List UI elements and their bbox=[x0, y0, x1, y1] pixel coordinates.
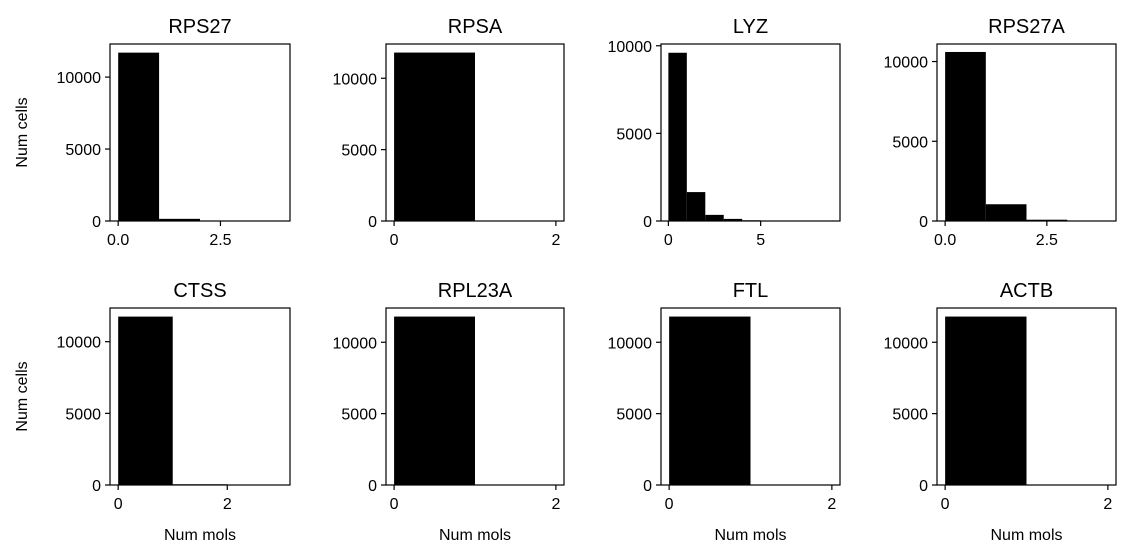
subplot-rpl23a: 0 2 0 5000 10000 RPL23A Num mols bbox=[333, 280, 565, 544]
histogram-bar bbox=[985, 204, 1027, 221]
x-tick-label: 0 bbox=[664, 232, 673, 249]
axes-frame bbox=[109, 307, 291, 486]
y-tick-label: 10000 bbox=[333, 335, 378, 352]
y-tick-label: 10000 bbox=[57, 70, 102, 87]
y-tick-label: 0 bbox=[643, 214, 652, 231]
histogram-bar bbox=[1026, 219, 1068, 221]
histogram-bar bbox=[669, 316, 751, 485]
y-tick-label: 5000 bbox=[341, 143, 377, 160]
x-tick-label: 0 bbox=[390, 232, 399, 249]
y-tick-label: 5000 bbox=[65, 406, 101, 423]
y-axis-label: Num cells bbox=[14, 97, 31, 167]
subplot-title: LYZ bbox=[733, 16, 768, 38]
y-tick-label: 0 bbox=[643, 478, 652, 495]
y-tick-label: 10000 bbox=[884, 335, 929, 352]
subplot-title: RPSA bbox=[448, 16, 503, 38]
y-tick-label: 0 bbox=[368, 214, 377, 231]
subplot-title: ACTB bbox=[1000, 280, 1053, 302]
y-tick-label: 0 bbox=[919, 478, 928, 495]
y-tick-label: 10000 bbox=[884, 55, 929, 72]
histogram-bar bbox=[945, 316, 1027, 485]
y-tick-label: 5000 bbox=[65, 142, 101, 159]
subplot-title: RPL23A bbox=[438, 280, 513, 302]
histogram-bar bbox=[394, 52, 475, 222]
x-axis-label: Num mols bbox=[990, 527, 1062, 544]
subplot-lyz: 0 5 0 5000 10000 LYZ bbox=[608, 16, 841, 249]
histogram-bar bbox=[723, 218, 743, 221]
x-tick-label: 0 bbox=[941, 496, 950, 513]
subplot-ftl: 0 2 0 5000 10000 FTL Num mols bbox=[608, 280, 841, 544]
axes-frame bbox=[660, 307, 841, 486]
y-tick-label: 5000 bbox=[892, 407, 928, 424]
x-axis-label: Num mols bbox=[164, 527, 236, 544]
histogram-bar bbox=[945, 51, 986, 221]
histogram-bar bbox=[118, 316, 173, 485]
x-tick-label: 2 bbox=[551, 232, 560, 249]
histogram-bar bbox=[394, 316, 475, 485]
x-axis-label: Num mols bbox=[439, 527, 511, 544]
y-tick-label: 5000 bbox=[341, 407, 377, 424]
subplot-title: RPS27A bbox=[988, 16, 1065, 38]
x-tick-label: 5 bbox=[756, 232, 765, 249]
subplot-rps27a: 0.0 2.5 0 5000 10000 RPS27A bbox=[884, 16, 1117, 249]
axes-frame bbox=[936, 307, 1117, 486]
y-tick-label: 0 bbox=[919, 214, 928, 231]
x-tick-label: 0.0 bbox=[107, 232, 129, 249]
histogram-bar bbox=[686, 192, 706, 221]
x-tick-label: 0 bbox=[114, 496, 123, 513]
histogram-bar bbox=[118, 52, 160, 221]
x-tick-label: 2.5 bbox=[1036, 232, 1058, 249]
x-axis-label: Num mols bbox=[714, 527, 786, 544]
y-tick-label: 0 bbox=[92, 214, 101, 231]
subplot-rps27: 0.0 2.5 0 5000 10000 RPS27 Num cells bbox=[14, 16, 291, 249]
subplot-title: CTSS bbox=[173, 280, 226, 302]
x-tick-label: 2.5 bbox=[209, 232, 231, 249]
y-axis-label: Num cells bbox=[14, 361, 31, 431]
y-tick-label: 0 bbox=[368, 478, 377, 495]
subplot-ctss: 0 2 0 5000 10000 CTSS Num cells Num mols bbox=[14, 280, 291, 544]
y-tick-label: 10000 bbox=[608, 335, 653, 352]
x-tick-label: 2 bbox=[827, 496, 836, 513]
histogram-bar bbox=[159, 218, 200, 221]
subplot-title: RPS27 bbox=[168, 16, 231, 38]
x-tick-label: 0 bbox=[390, 496, 399, 513]
x-tick-label: 2 bbox=[1103, 496, 1112, 513]
subplot-rpsa: 0 2 0 5000 10000 RPSA bbox=[333, 16, 565, 249]
subplot-actb: 0 2 0 5000 10000 ACTB Num mols bbox=[884, 280, 1117, 544]
axes-frame bbox=[109, 43, 291, 222]
y-tick-label: 10000 bbox=[333, 71, 378, 88]
x-tick-label: 0.0 bbox=[934, 232, 956, 249]
y-tick-label: 10000 bbox=[608, 39, 653, 56]
y-tick-label: 5000 bbox=[892, 134, 928, 151]
axes-frame bbox=[385, 307, 565, 486]
x-tick-label: 2 bbox=[551, 496, 560, 513]
axes-frame bbox=[385, 43, 565, 222]
y-tick-label: 5000 bbox=[616, 407, 652, 424]
x-tick-label: 2 bbox=[223, 496, 232, 513]
y-tick-label: 5000 bbox=[616, 126, 652, 143]
y-tick-label: 10000 bbox=[57, 335, 102, 352]
histogram-bar bbox=[705, 214, 724, 221]
x-tick-label: 0 bbox=[665, 496, 674, 513]
subplot-title: FTL bbox=[733, 280, 769, 302]
axes-frame bbox=[936, 43, 1117, 222]
histogram-bar bbox=[668, 52, 687, 221]
axes-frame bbox=[660, 43, 841, 222]
y-tick-label: 0 bbox=[92, 478, 101, 495]
